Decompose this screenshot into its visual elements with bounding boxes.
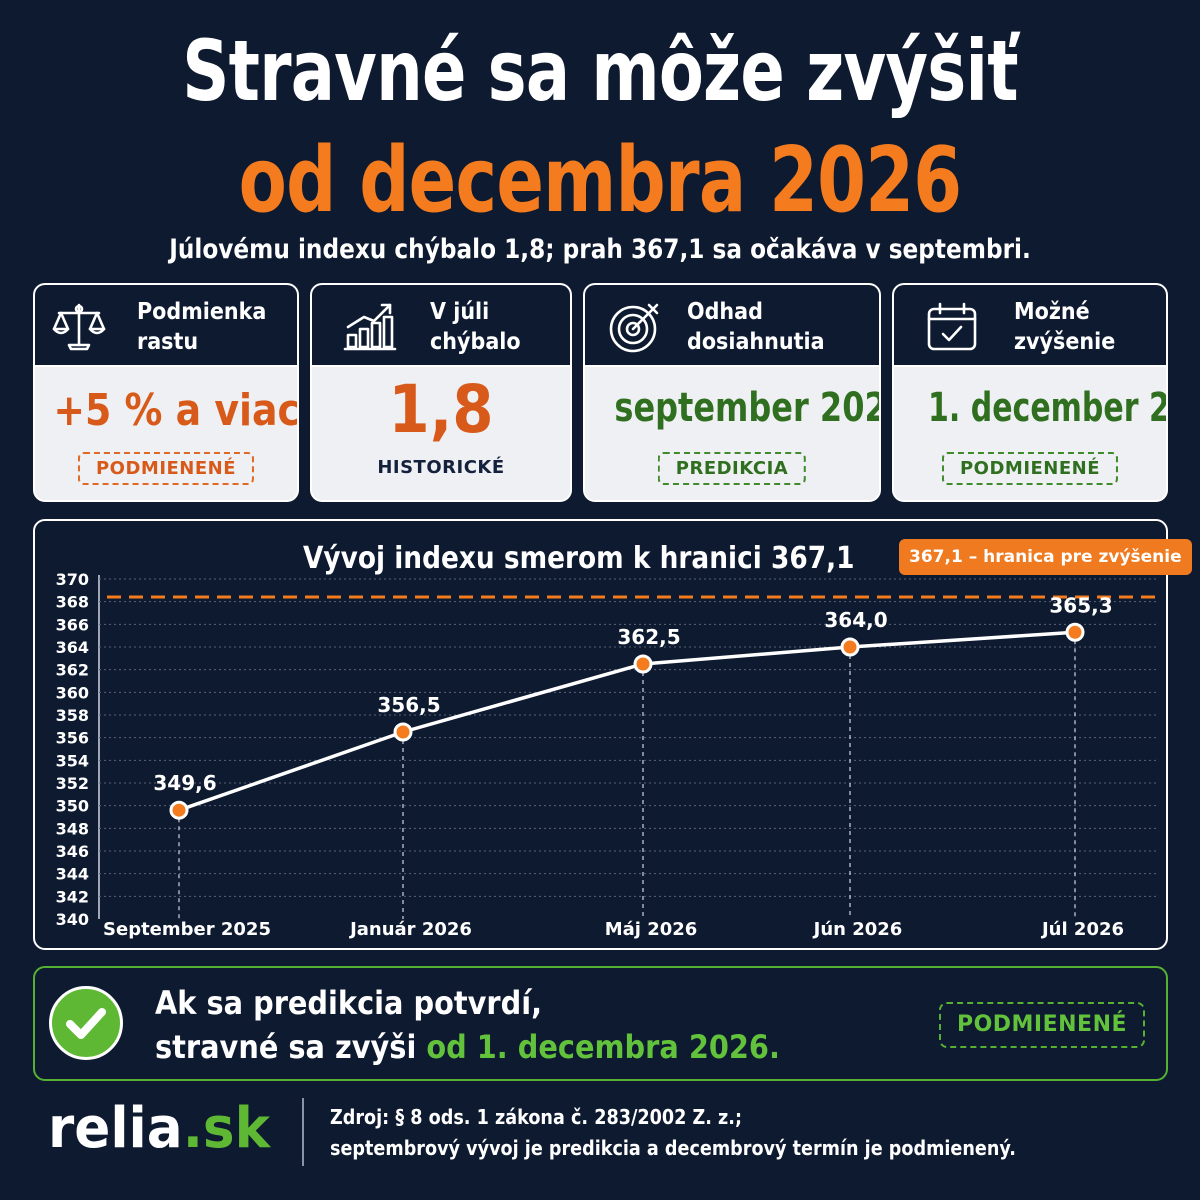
y-tick-label: 358 bbox=[56, 706, 89, 725]
callout-highlight: od 1. decembra 2026. bbox=[426, 1028, 780, 1066]
page-title-line1: Stravné sa môže zvýšiť bbox=[182, 22, 1018, 120]
bar-chart-growth-icon bbox=[343, 303, 397, 351]
status-label: HISTORICKÉ bbox=[377, 457, 505, 478]
card-header: Podmienka rastu bbox=[35, 285, 297, 367]
data-label: 349,6 bbox=[153, 771, 216, 795]
conditional-badge: PODMIENENÉ bbox=[939, 1002, 1145, 1048]
scales-icon bbox=[52, 303, 106, 351]
card-value: 1. december 2026 bbox=[928, 385, 1168, 431]
x-tick-label: Január 2026 bbox=[348, 919, 472, 940]
x-tick-label: September 2025 bbox=[103, 919, 271, 940]
data-point bbox=[393, 722, 413, 742]
data-label: 362,5 bbox=[617, 625, 680, 649]
series-line bbox=[178, 630, 1076, 812]
data-point bbox=[840, 637, 860, 657]
brand-logo: relia.sk bbox=[48, 1096, 270, 1161]
y-tick-label: 354 bbox=[56, 751, 89, 770]
subtitle: Júlovému indexu chýbalo 1,8; prah 367,1 … bbox=[169, 234, 1031, 265]
y-tick-label: 362 bbox=[56, 661, 89, 680]
status-badge: PREDIKCIA bbox=[657, 452, 807, 485]
data-label: 356,5 bbox=[377, 693, 440, 717]
calendar-check-icon bbox=[927, 302, 977, 351]
y-tick-label: 360 bbox=[56, 683, 89, 702]
y-tick-label: 344 bbox=[56, 865, 89, 884]
data-point bbox=[1065, 622, 1085, 642]
x-tick-label: Júl 2026 bbox=[1040, 919, 1124, 940]
callout-text-line1: Ak sa predikcia potvrdí, bbox=[155, 984, 543, 1022]
y-tick-label: 356 bbox=[56, 729, 89, 748]
page-title-line2: od decembra 2026 bbox=[238, 128, 963, 233]
x-tick-label: Jún 2026 bbox=[812, 919, 903, 940]
card-label: Podmienka rastu bbox=[137, 299, 267, 355]
y-tick-label: 342 bbox=[56, 887, 89, 906]
card-value: +5 % a viac bbox=[53, 385, 299, 436]
card-july-missing: V júli chýbalo 1,8 HISTORICKÉ bbox=[310, 283, 572, 502]
data-label: 364,0 bbox=[824, 608, 887, 632]
status-badge: PODMIENENÉ bbox=[77, 452, 255, 485]
data-point bbox=[633, 654, 653, 674]
target-icon bbox=[609, 303, 659, 353]
y-tick-label: 364 bbox=[56, 638, 89, 657]
chart-panel: Vývoj indexu smerom k hranici 367,1 367,… bbox=[33, 519, 1192, 950]
card-label: Možné zvýšenie bbox=[1014, 299, 1116, 355]
checkmark-icon bbox=[49, 986, 123, 1060]
card-value: september 2026 bbox=[614, 385, 881, 431]
card-growth-condition: Podmienka rastu +5 % a viac PODMIENENÉ bbox=[33, 283, 299, 502]
y-tick-label: 350 bbox=[56, 797, 89, 816]
callout-box: Ak sa predikcia potvrdí, stravné sa zvýš… bbox=[33, 966, 1168, 1081]
footer-divider bbox=[302, 1098, 304, 1166]
y-tick-label: 346 bbox=[56, 842, 89, 861]
y-tick-label: 352 bbox=[56, 774, 89, 793]
y-tick-label: 370 bbox=[56, 570, 89, 589]
card-header: Možné zvýšenie bbox=[894, 285, 1166, 367]
threshold-label: 367,1 – hranica pre zvýšenie bbox=[899, 539, 1192, 575]
data-point bbox=[169, 800, 189, 820]
callout-text-line2: stravné sa zvýši od 1. decembra 2026. bbox=[155, 1028, 780, 1066]
data-label: 365,3 bbox=[1049, 593, 1112, 617]
card-estimate: Odhad dosiahnutia september 2026 PREDIKCI… bbox=[583, 283, 881, 502]
y-tick-label: 348 bbox=[56, 819, 89, 838]
x-tick-label: Máj 2026 bbox=[605, 919, 698, 940]
line-chart: 340 342 344 346 348 350 352 354 356 358 360 362 364 3… bbox=[56, 570, 1157, 940]
y-tick-label: 366 bbox=[56, 615, 89, 634]
card-label: V júli chýbalo bbox=[430, 299, 521, 355]
card-label: Odhad dosiahnutia bbox=[687, 299, 825, 355]
y-tick-label: 368 bbox=[56, 593, 89, 612]
status-badge: PODMIENENÉ bbox=[941, 452, 1119, 485]
card-header: Odhad dosiahnutia bbox=[585, 285, 879, 367]
card-value: 1,8 bbox=[388, 371, 494, 448]
source-note: Zdroj: § 8 ods. 1 zákona č. 283/2002 Z. … bbox=[330, 1105, 1016, 1160]
y-tick-label: 340 bbox=[56, 910, 89, 929]
chart-title: Vývoj indexu smerom k hranici 367,1 bbox=[303, 541, 855, 576]
card-header: V júli chýbalo bbox=[312, 285, 570, 367]
